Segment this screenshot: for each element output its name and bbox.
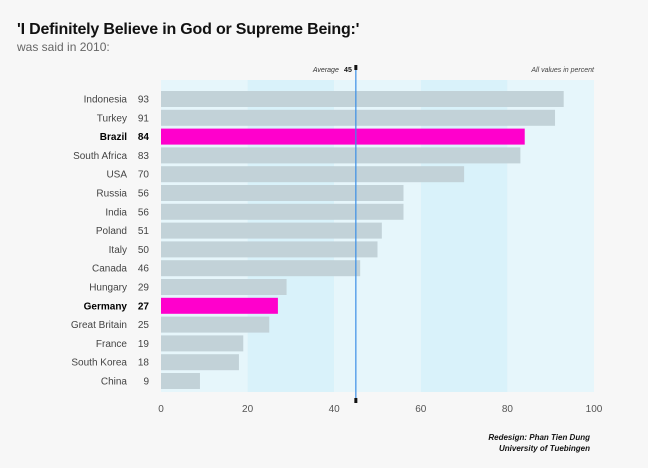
bar <box>161 203 404 220</box>
average-line-cap-bottom <box>354 398 358 403</box>
background-band <box>420 80 508 392</box>
chart-title: 'I Definitely Believe in God or Supreme … <box>17 21 360 38</box>
category-label: South Africa <box>73 151 127 162</box>
credit-affiliation: University of Tuebingen <box>499 444 590 453</box>
x-tick-label: 40 <box>329 404 341 415</box>
value-labels: 93 91 84 83 70 56 56 51 50 46 29 27 25 19 18 9 <box>138 95 150 388</box>
x-tick-label: 100 <box>586 404 603 415</box>
value-label: 27 <box>138 301 150 312</box>
bar <box>161 260 361 277</box>
value-label: 9 <box>143 377 149 388</box>
value-label: 70 <box>138 170 150 181</box>
value-label: 18 <box>138 358 150 369</box>
category-label: USA <box>106 170 127 181</box>
x-tick-label: 60 <box>415 404 427 415</box>
category-label: Hungary <box>89 283 127 294</box>
average-marker: Average 45 <box>312 65 358 403</box>
value-label: 56 <box>138 207 150 218</box>
bar <box>161 128 525 145</box>
value-label: 84 <box>138 132 150 143</box>
bar <box>161 166 465 183</box>
value-label: 93 <box>138 95 150 106</box>
category-label: China <box>101 377 128 388</box>
category-labels: Indonesia Turkey Brazil South Africa USA Russ… <box>71 95 128 388</box>
category-label: Russia <box>96 189 127 200</box>
category-label: Canada <box>92 264 127 275</box>
chart-subtitle: was said in 2010: <box>17 40 110 54</box>
average-value: 45 <box>344 67 352 74</box>
bar <box>161 241 378 258</box>
credit: Redesign: Phan Tien Dung University of T… <box>488 432 590 454</box>
category-label: Germany <box>84 301 128 312</box>
average-line-cap-top <box>354 65 358 70</box>
bar <box>161 316 270 333</box>
value-label: 29 <box>138 283 150 294</box>
bar <box>161 335 244 352</box>
category-label: Turkey <box>97 113 127 124</box>
value-label: 56 <box>138 189 150 200</box>
credit-author: Redesign: Phan Tien Dung <box>488 433 590 442</box>
bar <box>161 109 556 126</box>
bar <box>161 91 564 107</box>
category-label: South Korea <box>71 358 127 369</box>
x-tick-label: 0 <box>158 404 164 415</box>
value-label: 46 <box>138 264 150 275</box>
category-label: Indonesia <box>84 95 128 106</box>
average-label: Average <box>312 67 339 74</box>
bar <box>161 147 521 164</box>
value-label: 83 <box>138 151 150 162</box>
x-tick-label: 20 <box>242 404 254 415</box>
x-axis: 0 20 40 60 80 100 <box>158 404 603 415</box>
bar <box>161 279 287 295</box>
bar <box>161 185 404 201</box>
value-label: 50 <box>138 245 150 256</box>
category-label: Great Britain <box>71 320 127 331</box>
units-note: All values in percent <box>530 67 595 74</box>
category-label: Poland <box>96 226 127 237</box>
value-label: 25 <box>138 320 150 331</box>
bar <box>161 354 239 371</box>
value-label: 91 <box>138 113 150 124</box>
category-label: France <box>96 339 128 350</box>
category-label: Italy <box>109 245 127 256</box>
x-tick-label: 80 <box>502 404 514 415</box>
category-label: Brazil <box>100 132 127 143</box>
value-label: 51 <box>138 226 150 237</box>
bars <box>161 91 564 389</box>
background-band <box>507 80 594 392</box>
bar <box>161 373 200 389</box>
bar <box>161 297 278 314</box>
value-label: 19 <box>138 339 150 350</box>
bar <box>161 222 382 239</box>
category-label: India <box>105 207 127 218</box>
